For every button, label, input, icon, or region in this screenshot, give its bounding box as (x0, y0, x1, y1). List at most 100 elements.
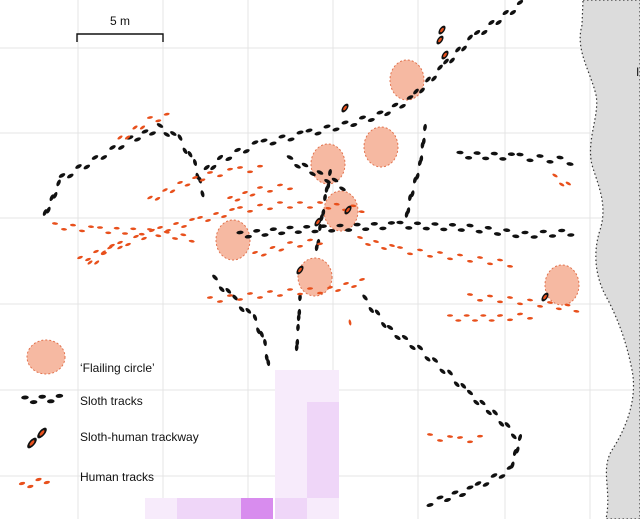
sloth-track (336, 223, 344, 228)
sloth-human-track-inner (443, 52, 447, 58)
sloth-track (379, 226, 387, 231)
human-track (242, 190, 248, 195)
human-track (389, 244, 395, 247)
flailing-circle (363, 126, 399, 168)
human-track (507, 264, 513, 268)
heat-cell (307, 402, 339, 434)
sloth-track (506, 465, 514, 470)
sloth-track (507, 152, 515, 157)
sloth-track (260, 138, 268, 143)
human-track (455, 319, 462, 322)
sloth-track (305, 128, 313, 133)
sloth-track (328, 168, 332, 177)
human-track (497, 258, 503, 262)
sloth-human-track-inner (316, 219, 320, 225)
human-track (133, 234, 139, 239)
human-track (207, 171, 213, 174)
human-track (463, 314, 470, 317)
human-track (184, 183, 191, 187)
legend-sloth-track (55, 393, 64, 398)
sloth-track (232, 294, 238, 301)
human-track (277, 294, 283, 297)
legend-human-track (18, 481, 26, 486)
human-track (573, 309, 580, 313)
human-track (149, 228, 155, 233)
sloth-track (493, 232, 502, 236)
human-track (472, 319, 478, 322)
sloth-track (294, 230, 302, 235)
sloth-track (212, 274, 218, 281)
sloth-track (244, 234, 252, 239)
sloth-track (530, 235, 538, 239)
human-track (247, 170, 253, 174)
sloth-track (225, 287, 232, 294)
sloth-track (210, 164, 217, 171)
sloth-track (422, 226, 430, 231)
sloth-track (118, 145, 125, 150)
sloth-track (286, 225, 294, 230)
sloth-human-track-inner (343, 105, 347, 111)
sloth-human-track-inner (298, 267, 302, 273)
human-track (559, 182, 565, 187)
sloth-track (473, 399, 480, 406)
human-track (507, 296, 513, 299)
sloth-track (134, 137, 141, 142)
sloth-track (526, 158, 534, 163)
sloth-track (193, 159, 197, 166)
human-track (437, 439, 443, 442)
human-track (247, 292, 253, 295)
sloth-track (447, 369, 453, 376)
sloth-track (484, 225, 492, 230)
human-track (351, 285, 357, 288)
human-track (267, 207, 273, 211)
human-track (348, 319, 352, 326)
human-track (113, 226, 120, 230)
human-track (267, 189, 273, 193)
sloth-track (566, 162, 574, 166)
sloth-track (488, 19, 495, 26)
human-track (94, 260, 100, 265)
human-track (169, 189, 176, 194)
heat-cell (209, 498, 241, 519)
sloth-track (455, 46, 461, 53)
sloth-track (328, 228, 336, 233)
sloth-track (466, 389, 474, 396)
human-track (237, 166, 243, 169)
sloth-track (376, 110, 384, 115)
legend-human-label: Human tracks (80, 470, 154, 484)
human-track (555, 307, 562, 311)
human-track (93, 249, 99, 254)
human-track (130, 227, 137, 231)
human-track (517, 312, 523, 316)
human-track (358, 210, 365, 214)
sloth-track (109, 145, 116, 150)
sloth-track (46, 206, 51, 214)
sloth-track (466, 223, 474, 228)
human-track (477, 298, 483, 302)
human-track (165, 229, 171, 232)
human-track (417, 248, 423, 252)
human-track (88, 225, 94, 229)
human-track (350, 204, 357, 208)
human-track (199, 178, 206, 182)
sloth-track (394, 334, 401, 341)
human-track (487, 294, 493, 298)
sloth-track (490, 473, 498, 478)
sloth-track (516, 152, 524, 157)
human-track (221, 215, 227, 218)
sloth-track (436, 495, 444, 500)
human-track (477, 256, 483, 259)
sloth-track (466, 485, 474, 490)
sloth-track (374, 309, 381, 316)
human-track (155, 119, 162, 123)
human-track (467, 440, 473, 444)
legend-item-sloth-human: Sloth-human trackway (27, 427, 199, 449)
sloth-track (332, 127, 340, 132)
sloth-track (437, 64, 443, 71)
sloth-track (567, 233, 575, 237)
sloth-track (252, 314, 258, 321)
sloth-track (465, 155, 473, 160)
heat-cell (275, 370, 307, 402)
human-track (497, 300, 503, 304)
sloth-track (200, 190, 205, 198)
